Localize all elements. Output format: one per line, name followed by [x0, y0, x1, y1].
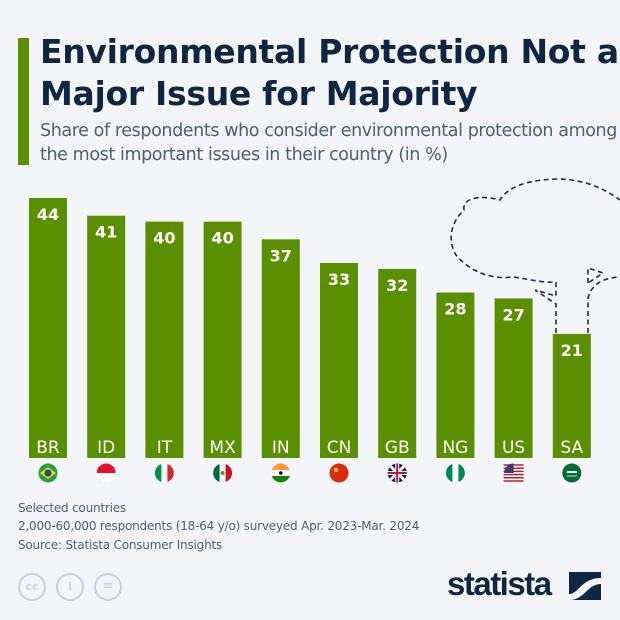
statista-logo[interactable]: statista: [447, 565, 552, 602]
bar-GB: [378, 268, 417, 458]
nigeria-flag-icon: [445, 463, 465, 483]
italy-flag-icon: [154, 463, 174, 483]
category-label-CN: CN: [327, 438, 352, 458]
india-flag-icon: [271, 463, 291, 483]
bar-ID: [87, 215, 126, 458]
uk-flag-icon: [387, 463, 407, 483]
bar-IT: [145, 221, 184, 458]
attribution-icon[interactable]: i: [56, 573, 84, 601]
value-label-IN: 37: [270, 246, 292, 265]
category-label-NG: NG: [442, 438, 468, 458]
value-label-BR: 44: [37, 205, 59, 224]
category-label-IN: IN: [272, 438, 290, 458]
bar-MX: [203, 221, 242, 458]
value-label-US: 27: [502, 305, 524, 324]
mexico-flag-icon: [213, 463, 233, 483]
chart-title: Environmental Protection Not a Major Iss…: [40, 32, 619, 113]
no-derivatives-icon[interactable]: =: [94, 573, 122, 601]
tree-outline-illustration: [450, 178, 620, 333]
value-label-IT: 40: [153, 229, 175, 248]
category-label-IT: IT: [157, 438, 173, 458]
category-label-US: US: [502, 438, 525, 458]
bar-CN: [320, 263, 358, 458]
value-label-NG: 28: [444, 300, 466, 319]
bar-NG: [436, 292, 475, 458]
saudi-arabia-flag-icon: [562, 463, 582, 483]
source: Source: Statista Consumer Insights: [18, 538, 223, 552]
value-label-SA: 21: [561, 341, 583, 360]
china-flag-icon: [329, 463, 349, 483]
statista-logo-mark-icon: [569, 572, 601, 600]
creative-commons-icon[interactable]: cc: [18, 573, 46, 601]
indonesia-flag-icon: [96, 463, 116, 483]
category-label-BR: BR: [36, 438, 60, 458]
chart-subtitle: Share of respondents who consider enviro…: [40, 121, 617, 165]
category-label-SA: SA: [560, 438, 583, 458]
title-accent-bar: [18, 38, 29, 165]
value-label-ID: 41: [95, 223, 117, 242]
category-label-MX: MX: [209, 438, 236, 458]
bar-US: [494, 298, 533, 458]
bar-SA: [552, 333, 591, 458]
note-countries: Selected countries: [18, 501, 126, 515]
bar-IN: [261, 239, 300, 458]
value-label-GB: 32: [386, 276, 408, 295]
note-respondents: 2,000-60,000 respondents (18-64 y/o) sur…: [18, 519, 420, 533]
value-label-MX: 40: [211, 229, 233, 248]
chart-notes: Selected countries 2,000-60,000 responde…: [18, 500, 419, 555]
category-label-GB: GB: [385, 438, 410, 458]
bar-BR: [29, 198, 67, 458]
value-label-CN: 33: [328, 270, 350, 289]
brazil-flag-icon: [38, 463, 58, 483]
usa-flag-icon: [503, 463, 524, 483]
category-label-ID: ID: [97, 438, 115, 458]
